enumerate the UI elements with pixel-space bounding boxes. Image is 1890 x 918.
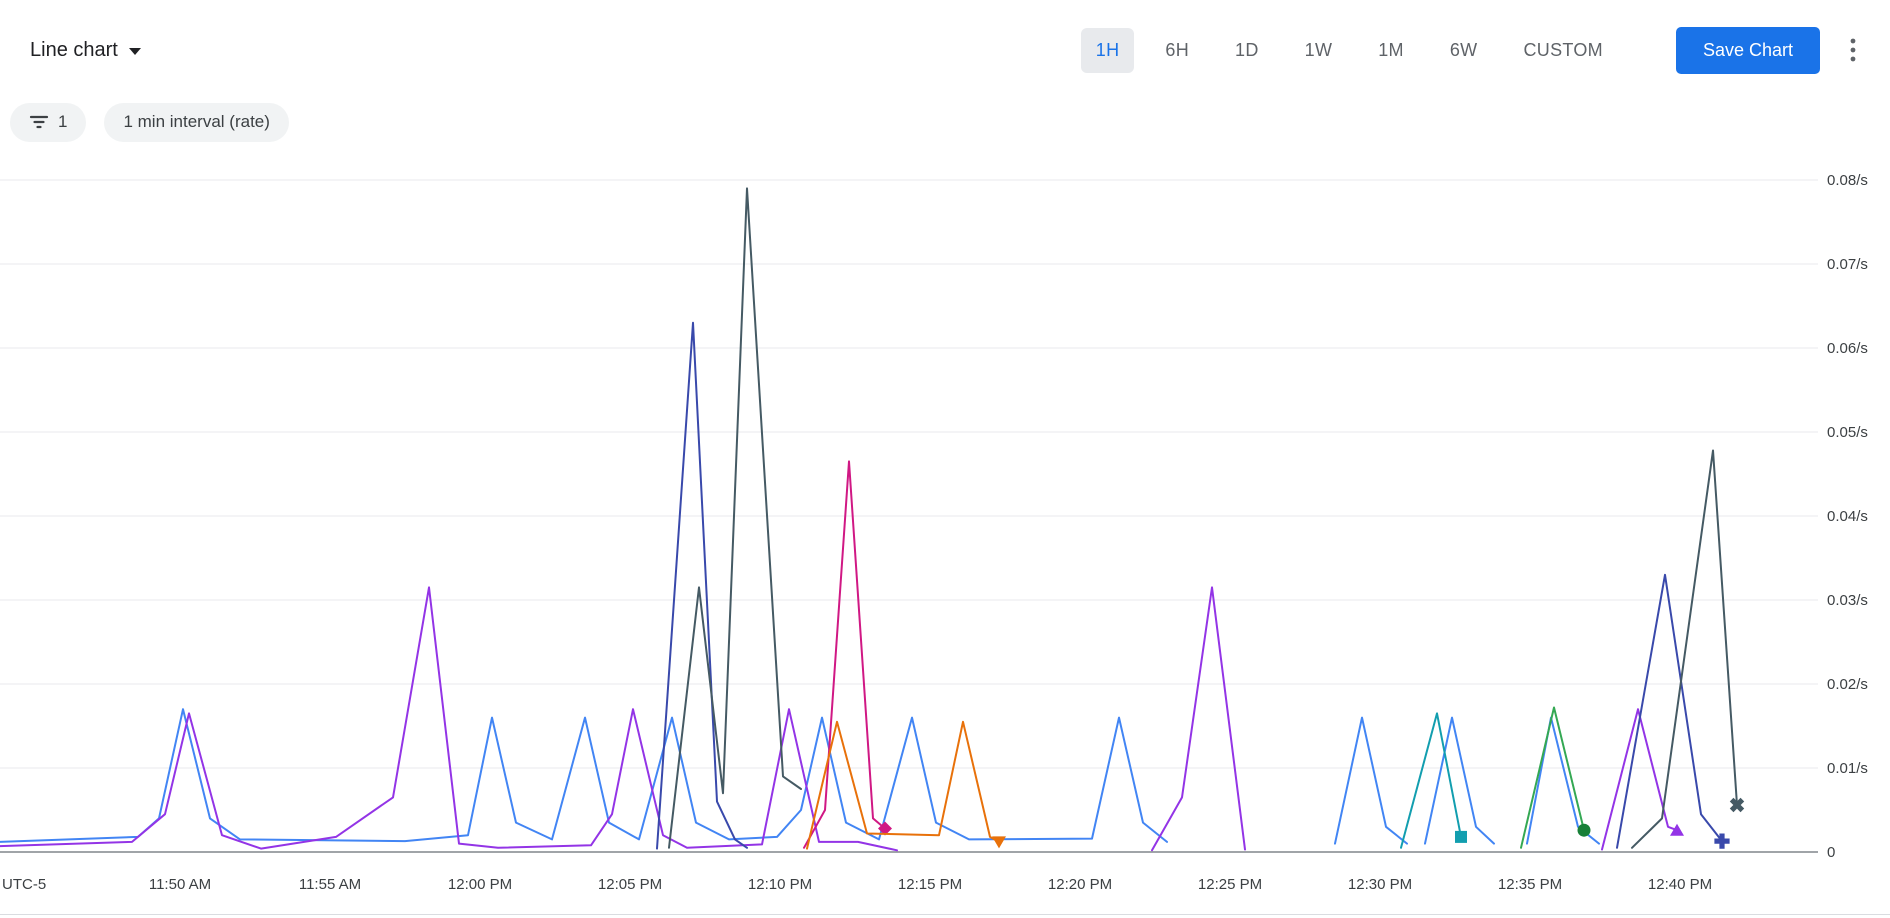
series-purple [0, 586, 1684, 852]
time-range-group: 1H 6H 1D 1W 1M 6W CUSTOM [1080, 27, 1618, 73]
svg-text:11:50 AM: 11:50 AM [149, 876, 211, 893]
svg-text:0: 0 [1827, 844, 1835, 861]
time-range-custom[interactable]: CUSTOM [1508, 28, 1617, 73]
save-chart-button[interactable]: Save Chart [1675, 26, 1820, 74]
time-range-1m[interactable]: 1M [1363, 28, 1419, 73]
svg-text:0.04/s: 0.04/s [1827, 508, 1868, 525]
time-range-1w[interactable]: 1W [1290, 28, 1348, 73]
series-pink [803, 460, 892, 849]
interval-chip-label: 1 min interval (rate) [123, 112, 270, 131]
svg-text:12:15 PM: 12:15 PM [898, 876, 962, 893]
square-marker [1455, 830, 1467, 843]
series-navy [656, 321, 1730, 850]
chart-type-selector[interactable]: Line chart [30, 39, 141, 62]
more-options-button[interactable] [1844, 31, 1862, 69]
svg-text:12:40 PM: 12:40 PM [1648, 876, 1712, 893]
y-axis-labels: 0.08/s 0.07/s 0.06/s 0.05/s 0.04/s 0.03/s 0.02… [1827, 172, 1868, 861]
gridlines [0, 179, 1818, 853]
svg-text:0.01/s: 0.01/s [1827, 760, 1868, 777]
interval-chip[interactable]: 1 min interval (rate) [104, 102, 289, 142]
svg-text:0.03/s: 0.03/s [1827, 592, 1868, 609]
kebab-icon [1850, 38, 1856, 62]
series-green [1520, 706, 1591, 849]
filter-count: 1 [58, 112, 68, 131]
time-range-1h[interactable]: 1H [1080, 27, 1135, 73]
x-axis-timezone: UTC-5 [2, 876, 46, 893]
chart-canvas[interactable]: 0.08/s 0.07/s 0.06/s 0.05/s 0.04/s 0.03/s 0.02… [0, 158, 1890, 906]
plus-marker [1714, 833, 1730, 849]
series-blue [0, 708, 1600, 845]
x-marker [1729, 797, 1745, 813]
filter-icon [29, 115, 49, 129]
diamond-marker [878, 821, 892, 836]
filter-chip[interactable]: 1 [10, 102, 87, 142]
time-range-6w[interactable]: 6W [1435, 28, 1493, 73]
svg-text:12:10 PM: 12:10 PM [748, 876, 812, 893]
filter-row: 1 1 min interval (rate) [10, 102, 1890, 142]
series-slate [668, 187, 1745, 849]
svg-text:0.07/s: 0.07/s [1827, 256, 1868, 273]
svg-text:0.06/s: 0.06/s [1827, 340, 1868, 357]
svg-text:0.08/s: 0.08/s [1827, 172, 1868, 189]
triangle-up-marker [1670, 823, 1684, 836]
svg-text:12:30 PM: 12:30 PM [1348, 876, 1412, 893]
svg-text:0.05/s: 0.05/s [1827, 424, 1868, 441]
time-range-6h[interactable]: 6H [1150, 28, 1204, 73]
svg-text:0.02/s: 0.02/s [1827, 676, 1868, 693]
svg-text:12:20 PM: 12:20 PM [1048, 876, 1112, 893]
svg-text:12:25 PM: 12:25 PM [1198, 876, 1262, 893]
circle-marker [1577, 823, 1591, 837]
line-chart-area[interactable]: 0.08/s 0.07/s 0.06/s 0.05/s 0.04/s 0.03/s 0.02… [0, 158, 1890, 906]
series-teal [1400, 712, 1467, 849]
bottom-divider [0, 914, 1890, 915]
svg-text:12:05 PM: 12:05 PM [598, 876, 662, 893]
triangle-down-marker [992, 836, 1006, 849]
svg-text:12:00 PM: 12:00 PM [448, 876, 512, 893]
series-orange [806, 720, 1006, 850]
svg-text:12:35 PM: 12:35 PM [1498, 876, 1562, 893]
svg-text:11:55 AM: 11:55 AM [299, 876, 361, 893]
x-axis-labels: UTC-5 11:50 AM 11:55 AM 12:00 PM 12:05 PM 12:… [2, 876, 1712, 893]
time-range-1d[interactable]: 1D [1220, 28, 1274, 73]
chevron-down-icon [128, 48, 141, 55]
chart-type-label: Line chart [30, 38, 118, 61]
chart-toolbar: Line chart 1H 6H 1D 1W 1M 6W CUSTOM Save… [0, 0, 1890, 100]
